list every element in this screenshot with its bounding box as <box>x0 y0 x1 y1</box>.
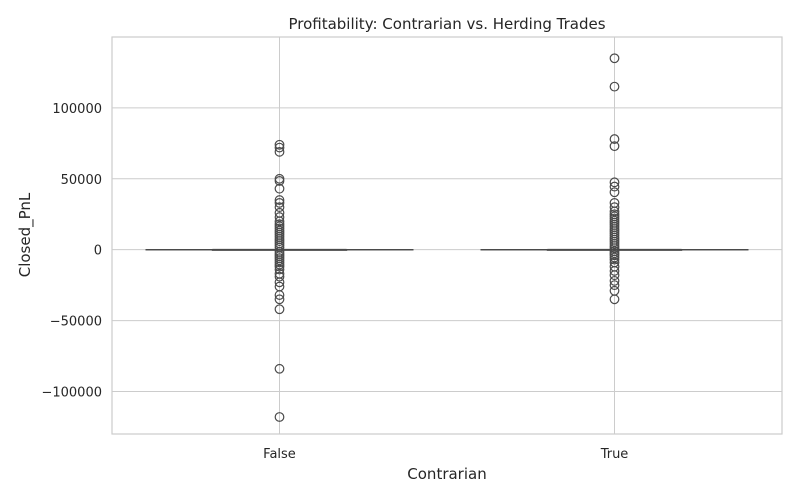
outlier-point <box>274 304 285 315</box>
outlier-point <box>609 177 620 188</box>
axes-layer: −100000 −50000 0 50000 100000 False True <box>41 36 783 462</box>
outlier-point <box>609 275 620 286</box>
outlier-point <box>274 176 285 186</box>
outlier-point <box>274 264 285 275</box>
outlier-point <box>274 294 285 305</box>
outlier-point <box>274 142 285 153</box>
outlier-point <box>609 187 620 198</box>
y-tick-label: 0 <box>94 244 102 259</box>
outlier-point <box>609 81 620 92</box>
outlier-point <box>274 212 285 222</box>
y-tick-label: 100000 <box>52 102 102 117</box>
outlier-point <box>274 195 285 205</box>
outlier-point <box>609 141 620 152</box>
outlier-point <box>609 202 620 213</box>
outlier-point <box>609 266 620 276</box>
outlier-point <box>609 243 620 254</box>
outlier-point <box>274 183 285 194</box>
x-tick-label: True <box>600 447 629 462</box>
x-tick-label: False <box>263 447 296 462</box>
outlier-point <box>609 270 620 281</box>
y-axis-label: Closed_PnL <box>16 192 35 277</box>
plot-frame <box>111 36 783 435</box>
outlier-point <box>274 290 285 300</box>
outlier-point <box>609 254 620 265</box>
outlier-point <box>609 134 620 144</box>
grid-layer <box>112 37 782 434</box>
outlier-point <box>274 202 285 213</box>
y-tick-label: 50000 <box>61 173 102 188</box>
y-tick-label: −100000 <box>41 385 102 400</box>
outlier-point <box>274 261 285 272</box>
outlier-point <box>274 412 285 422</box>
outlier-point <box>609 294 620 305</box>
outlier-layer <box>274 53 620 422</box>
outlier-point <box>274 363 285 374</box>
y-tick-label: −50000 <box>50 315 102 330</box>
outlier-point <box>274 197 285 208</box>
outlier-point <box>274 146 285 157</box>
outlier-point <box>609 206 620 217</box>
outlier-point <box>609 181 620 192</box>
outlier-point <box>274 216 285 227</box>
outlier-point <box>609 280 620 291</box>
outlier-point <box>274 277 285 288</box>
x-axis-label: Contrarian <box>407 465 486 483</box>
outlier-point <box>609 53 620 64</box>
outlier-point <box>274 139 285 150</box>
outlier-point <box>274 271 285 282</box>
chart-title: Profitability: Contrarian vs. Herding Tr… <box>288 15 605 33</box>
